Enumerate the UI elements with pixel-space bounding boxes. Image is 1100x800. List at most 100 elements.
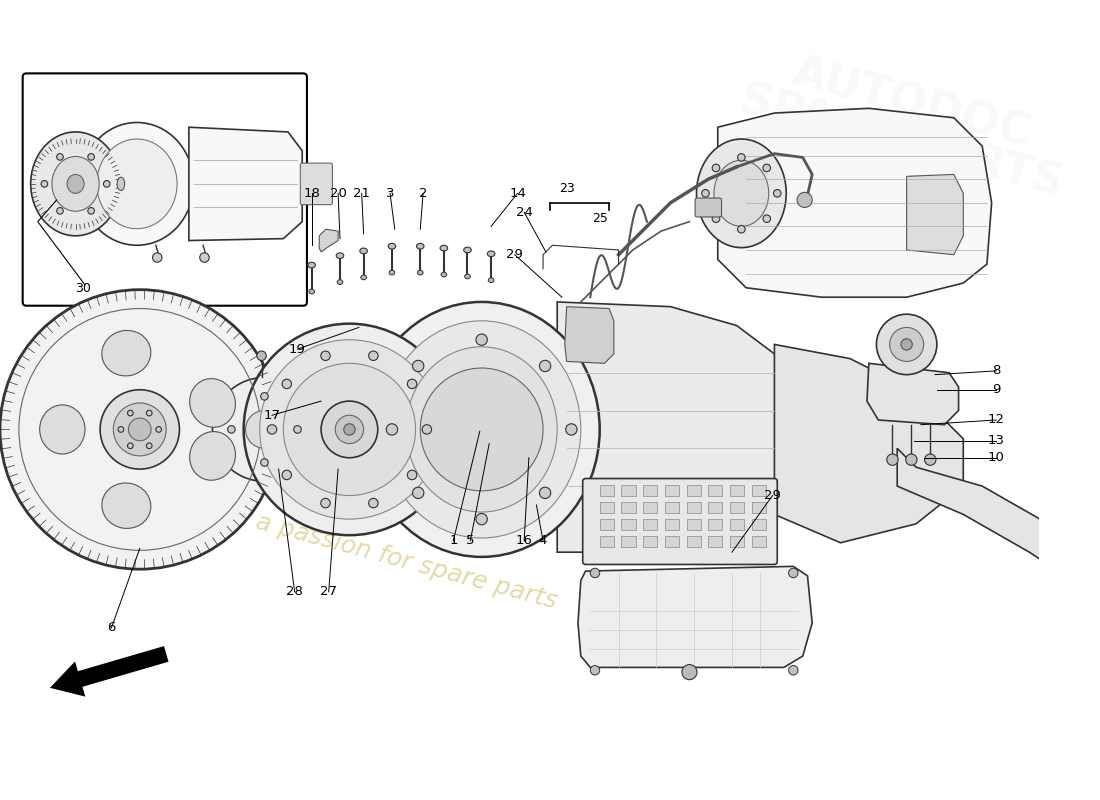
Circle shape xyxy=(712,164,719,172)
Circle shape xyxy=(200,253,209,262)
Polygon shape xyxy=(189,127,302,241)
Circle shape xyxy=(887,454,898,466)
Text: a passion for spare parts: a passion for spare parts xyxy=(312,445,670,566)
Text: 28: 28 xyxy=(286,586,304,598)
Circle shape xyxy=(321,498,330,508)
Bar xyxy=(664,485,679,497)
Circle shape xyxy=(128,410,133,416)
Ellipse shape xyxy=(383,321,581,538)
Text: 14: 14 xyxy=(509,187,526,200)
Ellipse shape xyxy=(40,405,85,454)
Circle shape xyxy=(368,498,378,508)
Polygon shape xyxy=(564,306,614,363)
Circle shape xyxy=(282,379,292,389)
Circle shape xyxy=(407,470,417,480)
Bar xyxy=(686,502,701,514)
Ellipse shape xyxy=(338,280,343,285)
Ellipse shape xyxy=(487,251,495,257)
Text: 27: 27 xyxy=(320,586,338,598)
Circle shape xyxy=(284,363,416,495)
Text: 17: 17 xyxy=(264,409,280,422)
Circle shape xyxy=(57,207,64,214)
Bar xyxy=(730,502,745,514)
Circle shape xyxy=(905,454,917,466)
Text: 3: 3 xyxy=(386,187,394,200)
Circle shape xyxy=(261,393,268,400)
Circle shape xyxy=(420,368,543,491)
Ellipse shape xyxy=(364,302,600,557)
Bar xyxy=(644,536,658,547)
Ellipse shape xyxy=(102,483,151,529)
FancyBboxPatch shape xyxy=(583,478,778,565)
Text: a passion for spare parts: a passion for spare parts xyxy=(253,510,560,614)
Polygon shape xyxy=(558,302,784,552)
Text: 16: 16 xyxy=(516,534,532,547)
Circle shape xyxy=(925,454,936,466)
Circle shape xyxy=(260,340,439,519)
Text: 29: 29 xyxy=(764,489,781,502)
Circle shape xyxy=(773,190,781,197)
Ellipse shape xyxy=(308,262,316,268)
Bar xyxy=(686,519,701,530)
Circle shape xyxy=(422,425,431,434)
Text: AUTODOC
SPARE PARTS: AUTODOC SPARE PARTS xyxy=(735,39,1078,206)
Circle shape xyxy=(321,401,377,458)
Circle shape xyxy=(368,351,378,361)
Bar xyxy=(600,519,614,530)
Bar xyxy=(621,519,636,530)
Circle shape xyxy=(565,424,578,435)
Circle shape xyxy=(702,190,710,197)
Ellipse shape xyxy=(361,275,366,280)
Text: 9: 9 xyxy=(992,383,1001,396)
Ellipse shape xyxy=(189,431,235,480)
Circle shape xyxy=(738,226,745,233)
Circle shape xyxy=(890,327,924,362)
Circle shape xyxy=(282,470,292,480)
Bar xyxy=(751,519,766,530)
Circle shape xyxy=(412,487,424,498)
Bar xyxy=(708,485,723,497)
Circle shape xyxy=(88,154,95,160)
Bar xyxy=(621,502,636,514)
Circle shape xyxy=(476,514,487,525)
Ellipse shape xyxy=(696,139,786,248)
Circle shape xyxy=(146,443,152,449)
Ellipse shape xyxy=(464,247,471,253)
Bar xyxy=(751,502,766,514)
Bar xyxy=(730,519,745,530)
Circle shape xyxy=(386,424,397,435)
Circle shape xyxy=(407,379,417,389)
Bar xyxy=(708,502,723,514)
Circle shape xyxy=(118,426,123,432)
Circle shape xyxy=(877,314,937,374)
Circle shape xyxy=(156,426,162,432)
Circle shape xyxy=(244,324,455,535)
Polygon shape xyxy=(774,345,964,542)
Text: 24: 24 xyxy=(516,206,532,218)
FancyBboxPatch shape xyxy=(23,74,307,306)
Ellipse shape xyxy=(31,132,120,236)
Ellipse shape xyxy=(464,274,471,278)
Ellipse shape xyxy=(417,243,424,249)
Circle shape xyxy=(228,426,235,434)
Circle shape xyxy=(712,215,719,222)
Circle shape xyxy=(267,425,277,434)
Bar xyxy=(600,502,614,514)
Circle shape xyxy=(129,418,151,441)
Text: 2: 2 xyxy=(419,187,427,200)
Bar xyxy=(686,485,701,497)
Text: 8: 8 xyxy=(992,364,1001,378)
Ellipse shape xyxy=(441,272,447,277)
Bar xyxy=(621,536,636,547)
Circle shape xyxy=(412,360,424,372)
Circle shape xyxy=(103,181,110,187)
Bar xyxy=(644,485,658,497)
Bar xyxy=(708,536,723,547)
Text: 4: 4 xyxy=(539,534,547,547)
Circle shape xyxy=(789,568,797,578)
Ellipse shape xyxy=(102,330,151,376)
Circle shape xyxy=(113,403,166,456)
Circle shape xyxy=(344,424,355,435)
Text: 13: 13 xyxy=(988,434,1005,447)
Ellipse shape xyxy=(388,243,396,249)
